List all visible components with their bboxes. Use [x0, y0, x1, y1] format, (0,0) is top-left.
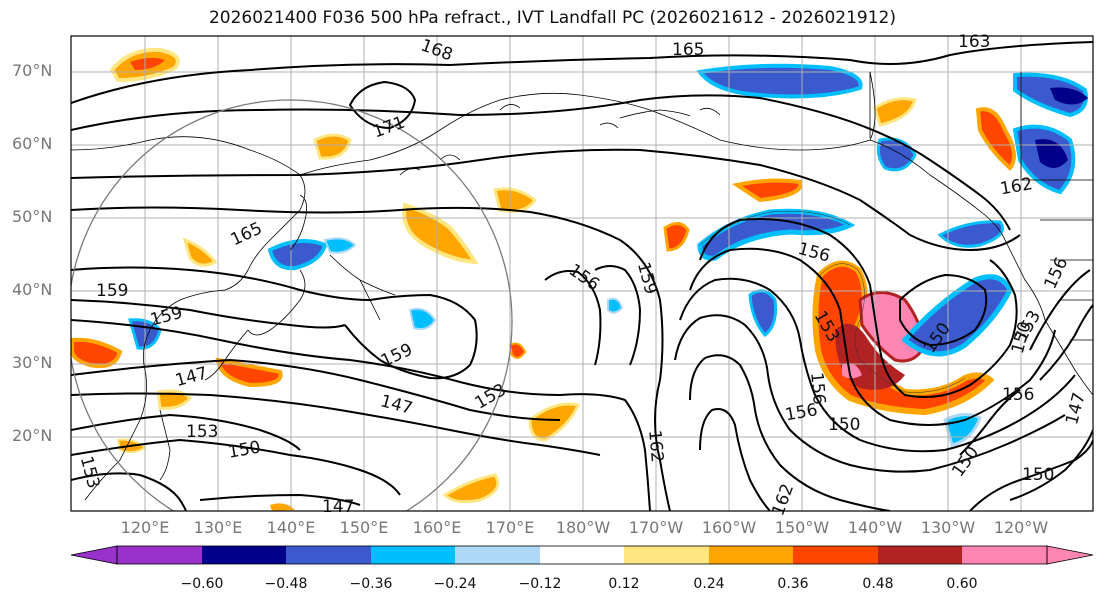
colorbar-swatch	[455, 546, 540, 564]
lat-label: 30°N	[12, 353, 53, 372]
contour-label: 153	[186, 422, 218, 442]
contour-label: 162	[768, 481, 798, 518]
contour-label: 147	[378, 391, 415, 419]
lon-label: 120°E	[120, 518, 170, 537]
colorbar-swatch	[371, 546, 455, 564]
shading-outlines	[699, 210, 966, 393]
colorbar-swatch	[793, 546, 878, 564]
coastlines	[71, 71, 1093, 501]
contour-label: 150	[1022, 465, 1054, 485]
colorbar-tick-label: −0.36	[349, 576, 393, 592]
colorbar	[70, 545, 1094, 565]
contour-label: 165	[672, 40, 704, 60]
contour-label: 156	[806, 371, 829, 405]
colorbar-swatch	[709, 546, 793, 564]
map-frame	[70, 35, 1094, 512]
contour-label: 147	[1062, 390, 1090, 427]
colorbar-tick-label: −0.60	[180, 576, 224, 592]
contour-label: 165	[228, 218, 266, 250]
contour-label: 147	[322, 497, 354, 517]
colorbar-swatch	[624, 546, 709, 564]
colorbar-swatch	[286, 546, 371, 564]
contour-label: 159	[96, 281, 128, 301]
lat-label: 20°N	[12, 426, 53, 445]
lon-label: 180°W	[555, 518, 611, 537]
lon-label: 170°W	[628, 518, 684, 537]
contour-label: 147	[173, 363, 210, 391]
lat-label: 70°N	[12, 61, 53, 80]
lon-label: 160°W	[701, 518, 757, 537]
lon-label: 130°W	[920, 518, 976, 537]
map-title: 2026021400 F036 500 hPa refract., IVT La…	[208, 8, 896, 28]
lon-label: 130°E	[193, 518, 243, 537]
lon-label: 140°W	[847, 518, 903, 537]
contour-label: 156	[1002, 385, 1034, 405]
colorbar-swatch	[202, 546, 286, 564]
contour-label: 162	[644, 429, 667, 463]
refractivity-shading	[71, 47, 1088, 511]
height-contours	[71, 41, 1093, 511]
colorbar-high-arrow	[1047, 546, 1093, 564]
lon-label: 160°E	[412, 518, 462, 537]
contour-label: 153	[76, 454, 104, 491]
contour-label: 156	[796, 239, 833, 267]
lat-label: 50°N	[12, 207, 53, 226]
colorbar-tick-label: 0.24	[693, 576, 725, 592]
contour-label: 150	[227, 437, 262, 462]
contour-label: 156	[565, 260, 603, 295]
contour-label: 159	[148, 303, 185, 331]
lon-label: 140°E	[266, 518, 316, 537]
contour-label: 150	[828, 415, 860, 435]
colorbar-tick-label: 0.48	[862, 576, 894, 592]
colorbar-swatch	[878, 546, 962, 564]
colorbar-tick-label: 0.36	[777, 576, 809, 592]
colorbar-tick-label: 0.60	[946, 576, 978, 592]
lon-label: 170°E	[485, 518, 535, 537]
contour-label: 168	[418, 36, 455, 66]
colorbar-swatch	[540, 546, 624, 564]
colorbar-swatch	[117, 546, 202, 564]
contour-label: 162	[999, 174, 1034, 199]
reference-circle	[71, 99, 513, 511]
lat-lon-grid	[71, 36, 1093, 511]
colorbar-tick-label: 0.12	[608, 576, 640, 592]
lon-label: 150°W	[774, 518, 830, 537]
colorbar-tick-label: −0.12	[518, 576, 562, 592]
contour-label: 153	[472, 380, 510, 414]
lon-label: 120°W	[993, 518, 1049, 537]
lon-label: 150°E	[339, 518, 389, 537]
lat-label: 40°N	[12, 280, 53, 299]
colorbar-tick-label: −0.48	[264, 576, 308, 592]
contour-label: 163	[958, 32, 990, 52]
colorbar-tick-label: −0.24	[433, 576, 477, 592]
colorbar-swatch	[962, 546, 1047, 564]
colorbar-low-arrow	[71, 546, 117, 564]
lat-label: 60°N	[12, 134, 53, 153]
